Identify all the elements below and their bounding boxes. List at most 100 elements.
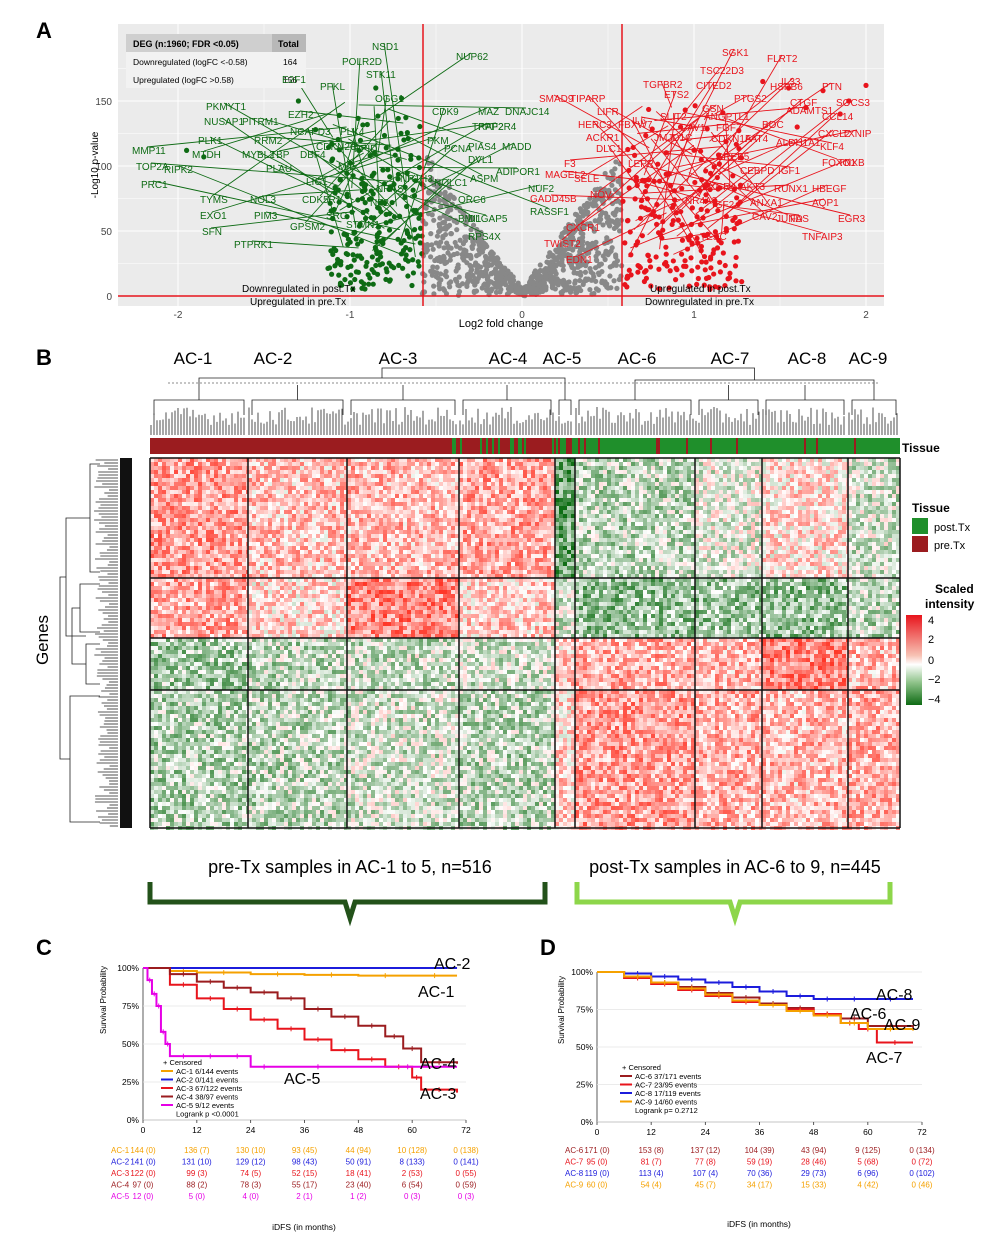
- volcano-gene-label: RRM2: [254, 136, 283, 147]
- risk-cell: 95 (0): [587, 1158, 608, 1167]
- volcano-xtick: 0: [519, 310, 525, 321]
- volcano-gene-label: TRAF2: [472, 122, 504, 133]
- volcano-gene-label: DBF4: [300, 150, 326, 161]
- scale-tick-0: 0: [928, 655, 934, 667]
- curve-label-ac9: AC-9: [884, 1017, 921, 1034]
- survival-d-risk-table: AC-6 171 (0) 153 (8) 137 (12) 104 (39) 43 (94…: [565, 1146, 935, 1190]
- volcano-gene-label: CITED2: [696, 81, 732, 92]
- survival-ytick: 75%: [576, 1005, 593, 1015]
- volcano-gene-label: BMI1: [458, 214, 482, 225]
- volcano-ytick: 150: [95, 97, 112, 108]
- risk-cell: 97 (0): [133, 1181, 154, 1190]
- volcano-gene-label: KLF4: [820, 142, 844, 153]
- risk-cell: 4 (42): [857, 1181, 878, 1190]
- survival-ytick: 100%: [571, 967, 593, 977]
- cluster-label: AC-6: [618, 349, 657, 368]
- survival-d-axes: 100% 75% 50% 25% 0%0 12 24 36 48 60 72: [571, 967, 927, 1137]
- risk-row-label: AC-9: [565, 1181, 584, 1190]
- risk-cell: 2 (1): [296, 1192, 313, 1201]
- volcano-gene-label: STMN1: [346, 220, 380, 231]
- risk-cell: 0 (55): [456, 1169, 477, 1178]
- volcano-gene-label: DNAJC14: [505, 107, 550, 118]
- volcano-xlabel: Log2 fold change: [459, 318, 543, 330]
- risk-cell: 23 (40): [346, 1181, 372, 1190]
- survival-xtick: 60: [863, 1127, 873, 1137]
- scale-tick-neg2: −2: [928, 674, 941, 686]
- curve-label-ac4: AC-4: [420, 1056, 457, 1073]
- volcano-gene-label: FLRT2: [767, 54, 798, 65]
- volcano-gene-label: OGG1: [375, 94, 404, 105]
- volcano-gene-label: MADD: [502, 142, 531, 153]
- survival-ytick: 25%: [576, 1080, 593, 1090]
- survival-xtick: 12: [192, 1125, 202, 1135]
- volcano-points: [184, 78, 869, 299]
- risk-cell: 45 (7): [695, 1181, 716, 1190]
- volcano-gene-label: PITRM1: [242, 117, 279, 128]
- volcano-gene-label: BOC: [762, 120, 784, 131]
- risk-cell: 55 (17): [292, 1181, 318, 1190]
- volcano-gene-label: EGR3: [838, 214, 866, 225]
- risk-cell: 122 (0): [130, 1169, 156, 1178]
- volcano-gene-label: TGFBR2: [643, 80, 683, 91]
- volcano-gene-label: CAV2: [752, 212, 778, 223]
- tissue-bar-label: Tissue: [902, 441, 940, 455]
- volcano-gene-label: PPID: [354, 144, 377, 155]
- volcano-gene-label: NSD1: [372, 42, 399, 53]
- volcano-gene-label: CDKN1A: [711, 134, 752, 145]
- survival-xtick: 72: [461, 1125, 471, 1135]
- volcano-xtick: -1: [346, 310, 355, 321]
- volcano-gene-label: TBP: [270, 150, 290, 161]
- volcano-gene-label: EZH2: [288, 110, 314, 121]
- curve-label-ac3: AC-3: [420, 1086, 457, 1103]
- volcano-gene-label: CAV1: [680, 123, 706, 134]
- risk-cell: 0 (138): [453, 1146, 479, 1155]
- volcano-gene-label: SMAD9: [539, 94, 574, 105]
- curve-label-ac2: AC-2: [434, 956, 471, 973]
- curve-label-ac5: AC-5: [284, 1071, 321, 1088]
- survival-ytick: 0%: [127, 1115, 140, 1125]
- volcano-gene-label: PTN: [822, 82, 842, 93]
- volcano-gene-label: PIAS4: [468, 142, 497, 153]
- volcano-gene-label: PKM: [427, 136, 449, 147]
- note-down-post: Downregulated in post.Tx: [242, 284, 355, 295]
- volcano-gene-label: HSPB6: [770, 82, 803, 93]
- volcano-gene-label: ADAMTS1: [786, 106, 834, 117]
- survival-ytick: 50%: [576, 1042, 593, 1052]
- volcano-gene-label: IGF1: [778, 166, 801, 177]
- volcano-xtick: -2: [174, 310, 183, 321]
- post-brace: [574, 882, 893, 927]
- deg-row-up-count: 156: [283, 75, 297, 85]
- volcano-gene-label: NR4A3: [685, 196, 718, 207]
- risk-cell: 98 (43): [292, 1158, 318, 1167]
- volcano-gene-label: CEBPD: [740, 166, 774, 177]
- volcano-gene-label: ADIPOR1: [496, 167, 540, 178]
- panel-label-a: A: [36, 18, 52, 43]
- scale-title-2: intensity: [925, 597, 975, 611]
- legend-row: AC-6 37/171 events: [635, 1072, 702, 1081]
- survival-curve-ac-4: [143, 967, 459, 1064]
- volcano-gene-label: NR1H3: [400, 174, 433, 185]
- survival-ytick: 75%: [122, 1001, 139, 1011]
- volcano-gene-label: SFN: [202, 227, 222, 238]
- volcano-gene-label: PCNA: [444, 144, 472, 155]
- legend-post-swatch: [912, 518, 928, 534]
- volcano-gene-label: IL6: [632, 116, 646, 127]
- risk-cell: 29 (73): [801, 1169, 827, 1178]
- volcano-gene-label: LIFR: [597, 107, 619, 118]
- curve-label-ac8: AC-8: [876, 987, 913, 1004]
- survival-d-curves: [597, 971, 914, 1045]
- risk-cell: 70 (36): [747, 1169, 773, 1178]
- volcano-gene-label: JMJD1C: [654, 133, 692, 144]
- volcano-xtick: 2: [863, 310, 869, 321]
- logrank-text: Logrank p= 0.2712: [635, 1106, 698, 1115]
- volcano-gene-label: ALDH1A1: [776, 138, 821, 149]
- survival-ytick: 25%: [122, 1077, 139, 1087]
- volcano-gene-label: TYMS: [200, 195, 228, 206]
- column-dendrogram: [150, 367, 898, 435]
- volcano-gene-label: FOXO1: [822, 158, 856, 169]
- risk-row-label: AC-4: [111, 1181, 130, 1190]
- volcano-gene-label: NUF2: [528, 184, 555, 195]
- risk-cell: 0 (72): [912, 1158, 933, 1167]
- risk-cell: 28 (46): [801, 1158, 827, 1167]
